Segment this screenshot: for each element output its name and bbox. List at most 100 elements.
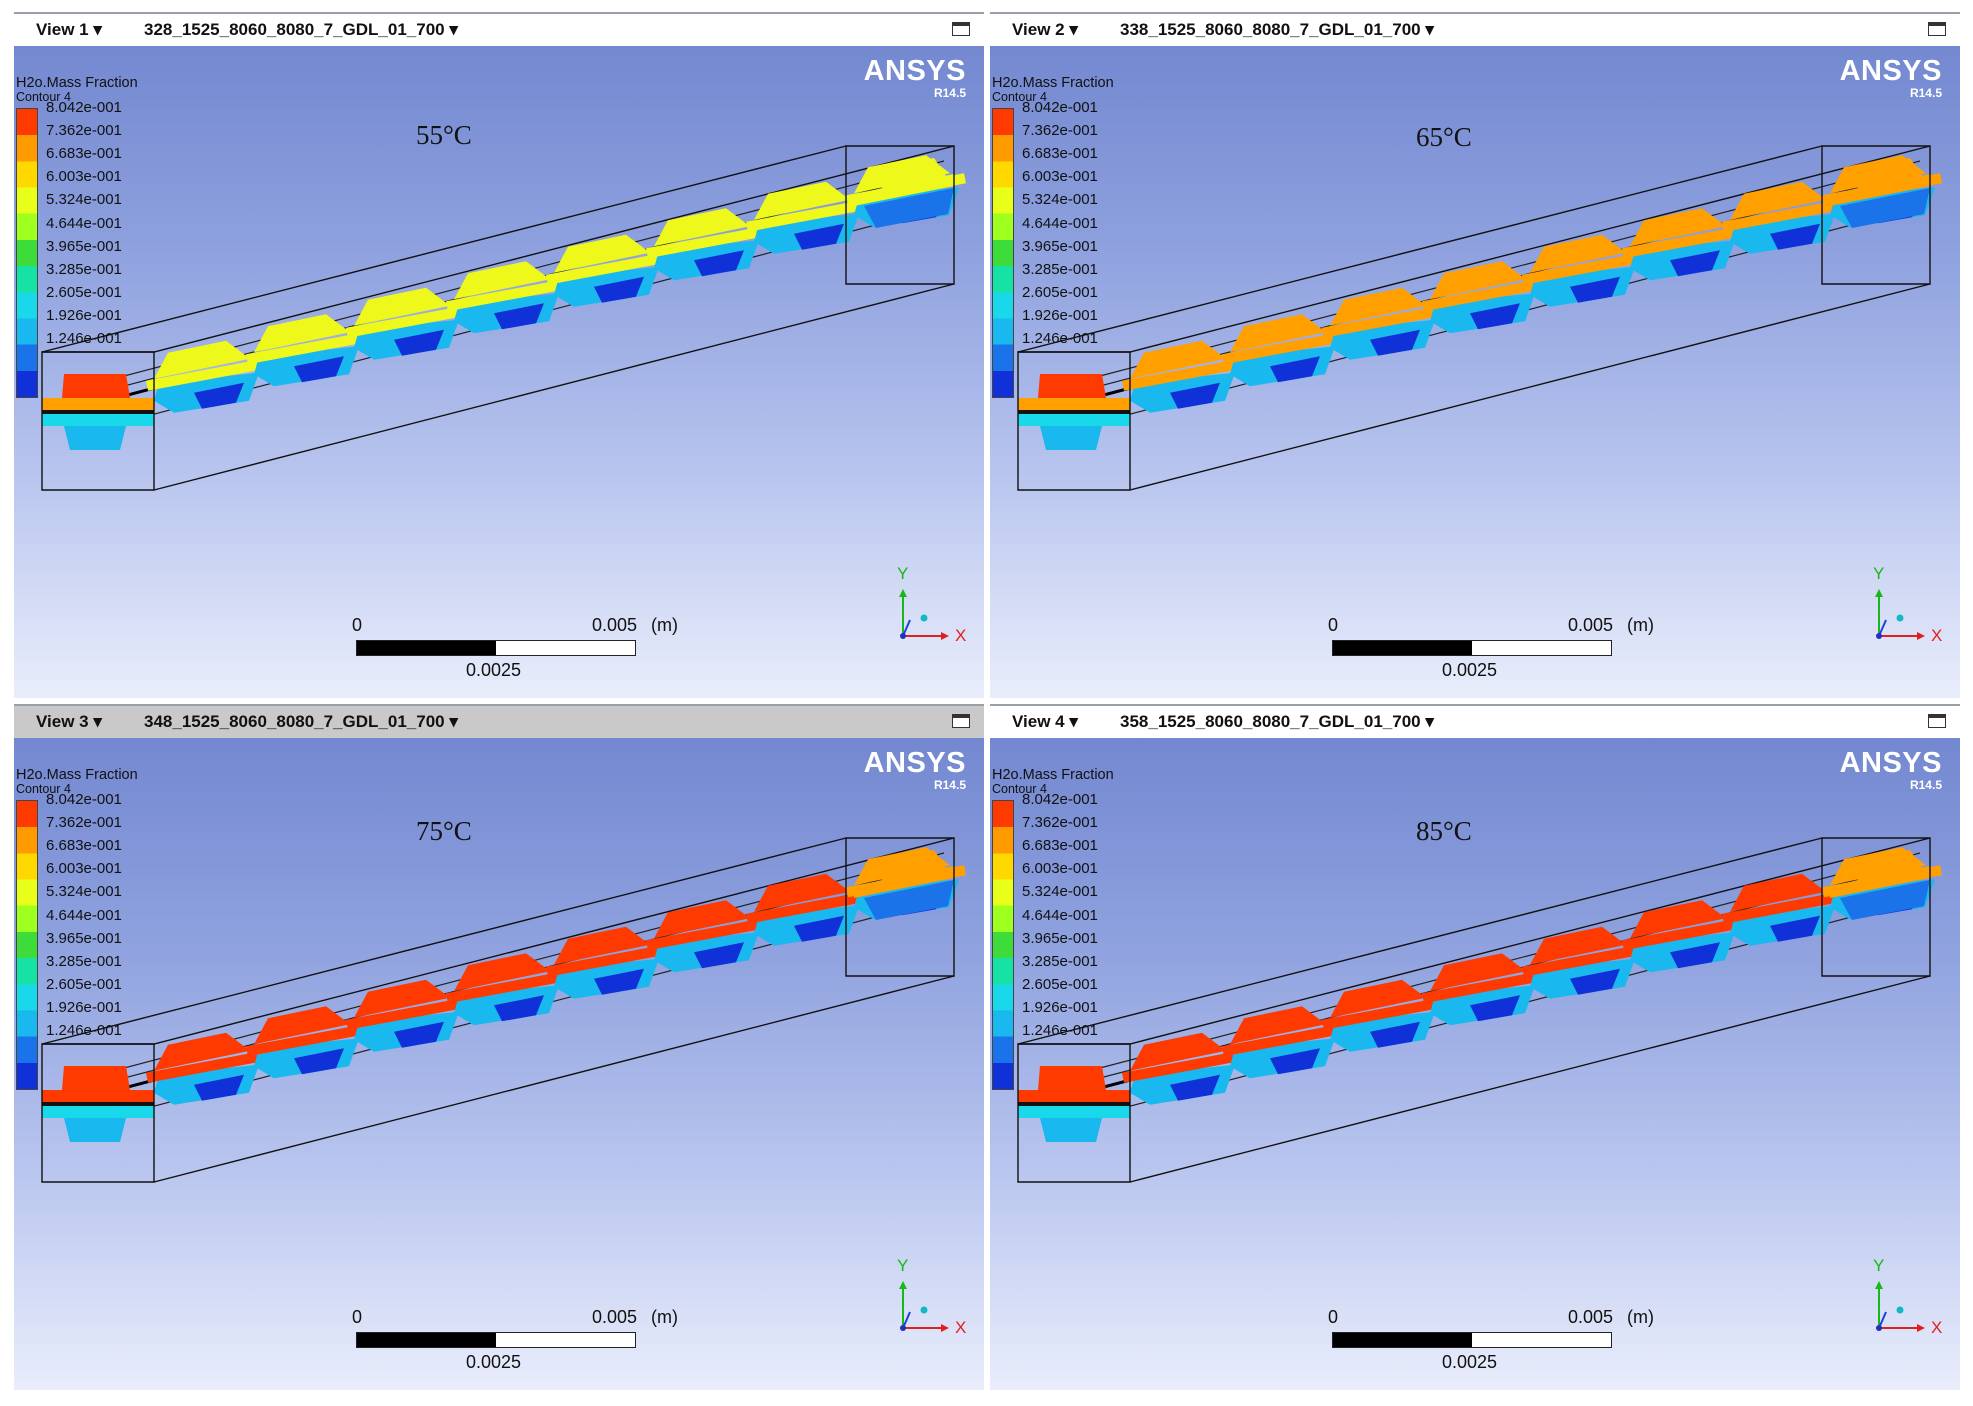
contour-segment — [1322, 287, 1442, 360]
legend-value: 7.362e-001 — [46, 122, 122, 140]
inlet-bottom — [1040, 1118, 1102, 1142]
contour-band — [446, 971, 566, 1004]
viewport[interactable]: View 3 ▾ 348_1525_8060_8080_7_GDL_01_700… — [14, 704, 984, 1390]
inlet-lower-band — [42, 414, 154, 426]
axis-y-label: Y — [1873, 564, 1885, 583]
contour-core — [1470, 995, 1520, 1022]
legend-value: 1.246e-001 — [1022, 1022, 1098, 1039]
scale-bar — [356, 640, 636, 656]
temperature-label: 75°C — [416, 816, 472, 846]
maximize-icon[interactable] — [1928, 22, 1946, 36]
contour-band — [1222, 1024, 1342, 1057]
viewport-canvas[interactable]: ANSYS R14.5 H2o.Mass Fraction Contour 4 8… — [14, 738, 984, 1390]
contour-band — [1322, 305, 1442, 338]
contour-core — [294, 356, 344, 383]
contour-top — [1430, 953, 1526, 992]
contour-core — [1370, 329, 1420, 356]
contour-segment — [1222, 314, 1342, 387]
legend-value: 8.042e-001 — [1022, 791, 1098, 808]
outlet-band — [1830, 174, 1930, 206]
inlet-divider — [1018, 410, 1130, 414]
ansys-logo: ANSYS R14.5 — [863, 747, 966, 792]
legend-value: 5.324e-001 — [1022, 191, 1098, 209]
contour-band — [1122, 1050, 1242, 1083]
axis-y-label: Y — [1873, 1256, 1885, 1275]
view-selector[interactable]: View 2 ▾ — [1012, 20, 1078, 39]
contour-segment — [346, 979, 466, 1052]
viewport-canvas[interactable]: ANSYS R14.5 H2o.Mass Fraction Contour 4 8… — [14, 46, 984, 698]
inlet-top — [62, 374, 130, 398]
contour-core — [1370, 1021, 1420, 1048]
scale-unit: (m) — [651, 615, 678, 635]
legend-value: 1.926e-001 — [1022, 998, 1098, 1016]
legend-title: H2o.Mass Fraction — [16, 75, 138, 91]
contour-top — [154, 1032, 250, 1071]
scale-unit: (m) — [1627, 615, 1654, 635]
contour-segment — [1622, 900, 1742, 973]
legend-colorbar — [992, 108, 1014, 398]
contour-band — [646, 226, 766, 259]
maximize-icon[interactable] — [1928, 714, 1946, 728]
domain-edge — [41, 145, 847, 353]
legend-value: 4.644e-001 — [1022, 906, 1098, 924]
scale-bar — [356, 1332, 636, 1348]
inlet-band — [42, 398, 154, 410]
viewport-canvas[interactable]: ANSYS R14.5 H2o.Mass Fraction Contour 4 8… — [990, 738, 1960, 1390]
case-selector[interactable]: 348_1525_8060_8080_7_GDL_01_700 ▾ — [144, 712, 458, 731]
contour-segment — [1722, 873, 1842, 946]
axis-triad — [1875, 589, 1925, 640]
view-selector[interactable]: View 4 ▾ — [1012, 712, 1078, 731]
legend-title: H2o.Mass Fraction — [16, 767, 138, 783]
scale-unit: (m) — [1627, 1307, 1654, 1327]
case-selector[interactable]: 358_1525_8060_8080_7_GDL_01_700 ▾ — [1120, 712, 1434, 731]
outlet-bottom — [1840, 880, 1930, 920]
view-selector[interactable]: View 1 ▾ — [36, 20, 102, 39]
legend-value: 3.285e-001 — [1022, 952, 1098, 970]
contour-band — [446, 279, 566, 312]
viewport[interactable]: View 1 ▾ 328_1525_8060_8080_7_GDL_01_700… — [14, 12, 984, 698]
inlet-bottom — [64, 1118, 126, 1142]
outlet-bottom — [864, 880, 954, 920]
axis-x-label: X — [955, 626, 967, 645]
viewport-canvas[interactable]: ANSYS R14.5 H2o.Mass Fraction Contour 4 8… — [990, 46, 1960, 698]
legend-value: 2.605e-001 — [46, 283, 122, 301]
contour-core — [594, 276, 644, 303]
contour-band — [1422, 279, 1542, 312]
case-selector[interactable]: 338_1525_8060_8080_7_GDL_01_700 ▾ — [1120, 20, 1434, 39]
legend-value: 8.042e-001 — [46, 791, 122, 808]
contour-band — [1422, 971, 1542, 1004]
contour-top — [754, 181, 850, 220]
contour-top — [754, 873, 850, 912]
legend-value: 3.965e-001 — [46, 929, 122, 947]
legend-value: 3.965e-001 — [1022, 237, 1098, 255]
inlet-divider — [1018, 1102, 1130, 1106]
contour-top — [1330, 979, 1426, 1018]
contour-core — [1170, 382, 1220, 409]
contour-segment — [1422, 953, 1542, 1026]
scale-zero: 0 — [1328, 615, 1339, 635]
domain-edge — [1017, 837, 1823, 1045]
legend-title: H2o.Mass Fraction — [992, 75, 1114, 91]
domain-edge — [1129, 975, 1931, 1183]
maximize-icon[interactable] — [952, 714, 970, 728]
inlet-block — [42, 1066, 154, 1142]
legend-value: 7.362e-001 — [46, 814, 122, 832]
contour-core — [1170, 1074, 1220, 1101]
view-selector[interactable]: View 3 ▾ — [36, 712, 102, 731]
outlet-band — [1830, 866, 1930, 898]
case-selector[interactable]: 328_1525_8060_8080_7_GDL_01_700 ▾ — [144, 20, 458, 39]
viewport[interactable]: View 2 ▾ 338_1525_8060_8080_7_GDL_01_700… — [990, 12, 1960, 698]
contour-band — [146, 358, 266, 391]
domain-edge — [41, 837, 847, 1045]
contour-segment — [1522, 234, 1642, 307]
legend-value: 6.003e-001 — [46, 168, 122, 186]
outlet-block — [854, 850, 954, 920]
contour-core — [594, 968, 644, 995]
contour-band — [1522, 252, 1642, 285]
scale-mid: 0.0025 — [1442, 1352, 1498, 1372]
maximize-icon[interactable] — [952, 22, 970, 36]
contour-top — [654, 208, 750, 247]
inlet-bottom — [64, 426, 126, 450]
axis-x-label: X — [955, 1318, 967, 1337]
viewport[interactable]: View 4 ▾ 358_1525_8060_8080_7_GDL_01_700… — [990, 704, 1960, 1390]
